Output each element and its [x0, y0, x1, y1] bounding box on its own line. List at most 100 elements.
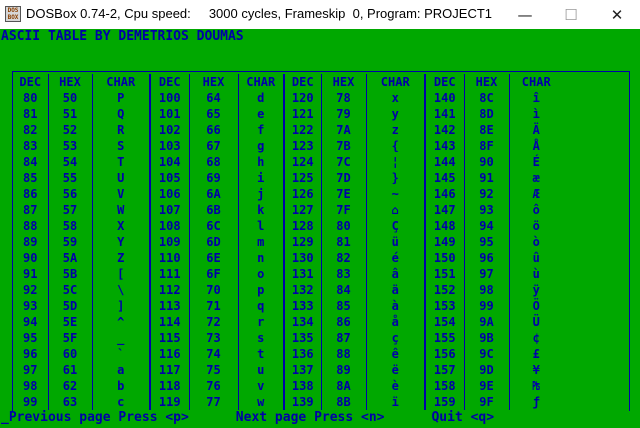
dec-cell: 147 — [424, 202, 464, 218]
char-cell: U — [91, 170, 150, 186]
char-cell: i — [237, 170, 284, 186]
hex-cell: 54 — [47, 154, 92, 170]
minimize-button[interactable]: — — [517, 5, 533, 24]
dec-cell: 86 — [23, 187, 38, 201]
char-cell: d — [237, 90, 284, 106]
dec-cell: 154 — [424, 314, 464, 330]
dec-cell: 117 — [149, 362, 189, 378]
dec-cell: 114 — [149, 314, 189, 330]
hex-cell: 80 — [320, 218, 366, 234]
hex-cell: 88 — [320, 346, 366, 362]
column-header-dec: DEC — [424, 74, 464, 90]
dec-cell: 108 — [149, 218, 189, 234]
char-cell: è — [365, 378, 425, 394]
hex-cell: 98 — [463, 282, 509, 298]
dec-cell: 94 — [23, 315, 38, 329]
char-cell: y — [365, 106, 425, 122]
dec-cell: 119 — [149, 394, 189, 410]
hex-cell: 5C — [47, 282, 92, 298]
dec-cell: 142 — [424, 122, 464, 138]
column-header-char: CHAR — [508, 74, 563, 90]
hex-cell: 6F — [188, 266, 238, 282]
app-icon-text-top: DOS — [7, 7, 19, 14]
hex-cell: 8D — [463, 106, 509, 122]
char-cell: ê — [365, 346, 425, 362]
char-cell: [ — [91, 266, 150, 282]
char-cell: ¢ — [508, 330, 563, 346]
char-cell: ù — [508, 266, 563, 282]
char-cell: t — [237, 346, 284, 362]
hex-cell: 91 — [463, 170, 509, 186]
hex-cell: 8A — [320, 378, 366, 394]
dec-cell: 158 — [424, 378, 464, 394]
hex-cell: 97 — [463, 266, 509, 282]
hex-cell: 99 — [463, 298, 509, 314]
char-cell: e — [237, 106, 284, 122]
hex-cell: 65 — [188, 106, 238, 122]
dec-cell: 138 — [283, 378, 321, 394]
column-header-char: CHAR — [91, 74, 150, 90]
dos-screen[interactable]: ASCII TABLE BY DEMETRIOS DOUMAS DEC HEX CH… — [0, 29, 640, 428]
char-cell: Ü — [508, 314, 563, 330]
char-cell: ò — [508, 234, 563, 250]
char-cell: ì — [508, 106, 563, 122]
hex-cell: 74 — [188, 346, 238, 362]
table-row: 85 55 U 105 69 i 125 7D} 145 91 æ — [13, 170, 563, 186]
dec-cell: 133 — [283, 298, 321, 314]
table-row: 95 5F _ 115 73 s 135 87 ç 155 9B ¢ — [13, 330, 563, 346]
footer-instructions: _Previous page Press <p> Next page Press… — [1, 410, 495, 425]
hex-cell: 6C — [188, 218, 238, 234]
hex-cell: 71 — [188, 298, 238, 314]
table-row: 92 5C \ 112 70 p 132 84 ä 152 98 ÿ — [13, 282, 563, 298]
hex-cell: 5E — [47, 314, 92, 330]
char-cell: { — [365, 138, 425, 154]
char-cell: x — [365, 90, 425, 106]
hex-cell: 50 — [47, 90, 92, 106]
hex-cell: 73 — [188, 330, 238, 346]
dec-cell: 107 — [149, 202, 189, 218]
char-cell: ö — [508, 218, 563, 234]
hex-cell: 85 — [320, 298, 366, 314]
dec-cell: 82 — [23, 123, 38, 137]
dec-cell: 139 — [283, 394, 321, 410]
char-cell: Y — [91, 234, 150, 250]
table-row: 99 63 c 119 77 w 139 8B ï 159 9F ƒ — [13, 394, 563, 410]
char-cell: ô — [508, 202, 563, 218]
dosbox-app-icon[interactable]: DOS BOX — [5, 6, 21, 22]
table-row: 93 5D] 113 71 q 133 85 à 153 99 Ö — [13, 298, 563, 314]
maximize-button[interactable]: ☐ — [564, 5, 578, 24]
dec-cell: 80 — [23, 91, 38, 105]
dec-cell: 148 — [424, 218, 464, 234]
dec-cell: 121 — [283, 106, 321, 122]
char-cell: ` — [91, 346, 150, 362]
hex-cell: 69 — [188, 170, 238, 186]
hex-cell: 7F — [320, 202, 366, 218]
dec-cell: 141 — [424, 106, 464, 122]
app-icon-text-bottom: BOX — [7, 14, 19, 21]
table-row: 88 58 X 108 6C l 128 80 Ç 148 94 ö — [13, 218, 563, 234]
dec-cell: 109 — [149, 234, 189, 250]
dec-cell: 102 — [149, 122, 189, 138]
hex-cell: 72 — [188, 314, 238, 330]
hex-cell: 60 — [47, 346, 92, 362]
window-titlebar[interactable]: DOS BOX DOSBox 0.74-2, Cpu speed: 3000 c… — [0, 0, 640, 30]
column-header-dec: DEC — [283, 74, 321, 90]
char-cell: S — [91, 138, 150, 154]
char-cell: _ — [91, 330, 150, 346]
hex-cell: 68 — [188, 154, 238, 170]
close-button[interactable]: ✕ — [610, 5, 624, 24]
dec-cell: 95 — [23, 331, 38, 345]
dec-cell: 104 — [149, 154, 189, 170]
dec-cell: 125 — [283, 170, 321, 186]
char-cell: T — [91, 154, 150, 170]
char-cell: c — [91, 394, 150, 410]
hex-cell: 94 — [463, 218, 509, 234]
table-row: 83 53 S 103 67 g 123 7B{143 8F Å — [13, 138, 563, 154]
hex-cell: 67 — [188, 138, 238, 154]
dec-cell: 130 — [283, 250, 321, 266]
hex-cell: 5A — [47, 250, 92, 266]
dec-cell: 81 — [23, 107, 38, 121]
window-title: DOSBox 0.74-2, Cpu speed: 3000 cycles, F… — [26, 6, 493, 21]
dec-cell: 140 — [424, 90, 464, 106]
hex-cell: 9C — [463, 346, 509, 362]
